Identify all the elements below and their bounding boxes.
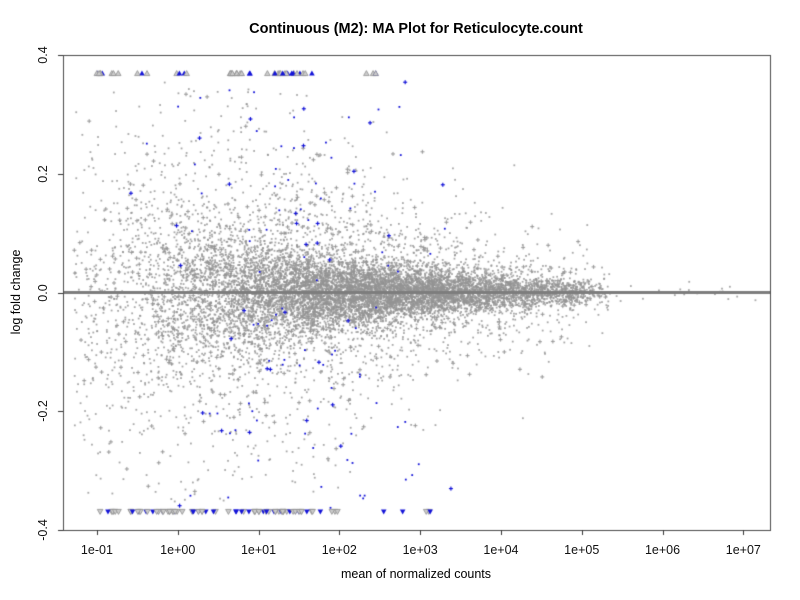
chart-title: Continuous (M2): MA Plot for Reticulocyt… [249, 21, 583, 37]
x-tick-label: 1e+01 [240, 543, 277, 557]
x-tick-label: 1e-01 [80, 543, 113, 557]
x-tick-label: 1e+00 [160, 543, 196, 557]
y-tick-label: -0.2 [36, 400, 50, 423]
y-tick-label: -0.4 [36, 519, 50, 541]
x-tick-label: 1e+04 [483, 543, 519, 557]
x-tick-label: 1e+06 [644, 543, 681, 557]
y-axis-label: log fold change [9, 249, 23, 335]
x-tick-label: 1e+02 [321, 543, 357, 557]
x-tick-label: 1e+07 [725, 543, 761, 557]
y-tick-label: 0.2 [36, 165, 50, 183]
y-tick-label: 0.4 [36, 46, 50, 64]
y-tick-label: 0.0 [36, 283, 50, 302]
x-tick-label: 1e+05 [564, 543, 600, 557]
x-tick-label: 1e+03 [402, 543, 438, 557]
x-axis-label: mean of normalized counts [340, 567, 492, 581]
